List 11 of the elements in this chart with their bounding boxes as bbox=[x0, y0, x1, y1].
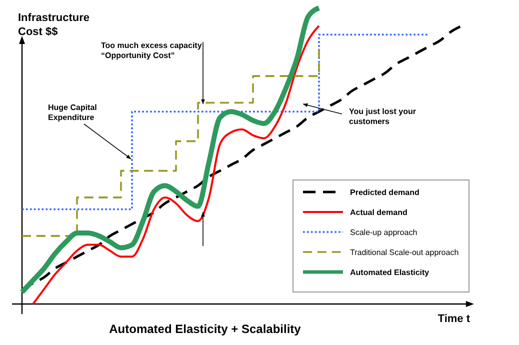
legend-label: Automated Elasticity bbox=[350, 268, 430, 277]
legend-label: Scale-up approach bbox=[350, 228, 418, 237]
annotation: Huge Capital Expenditure bbox=[48, 103, 97, 122]
y-axis-title: Infrastructure Cost $$ bbox=[18, 12, 90, 38]
text: Automated Elasticity + Scalability bbox=[109, 322, 302, 336]
legend-label: Actual demand bbox=[350, 208, 408, 217]
annotation: Too much excess capacity “Opportunity Cost” bbox=[101, 41, 202, 60]
x-axis-title: Time t bbox=[438, 313, 470, 325]
annotation: You just lost your customers bbox=[349, 107, 416, 126]
legend-label: Traditional Scale-out approach bbox=[350, 248, 459, 257]
legend-label: Predicted demand bbox=[350, 188, 420, 197]
